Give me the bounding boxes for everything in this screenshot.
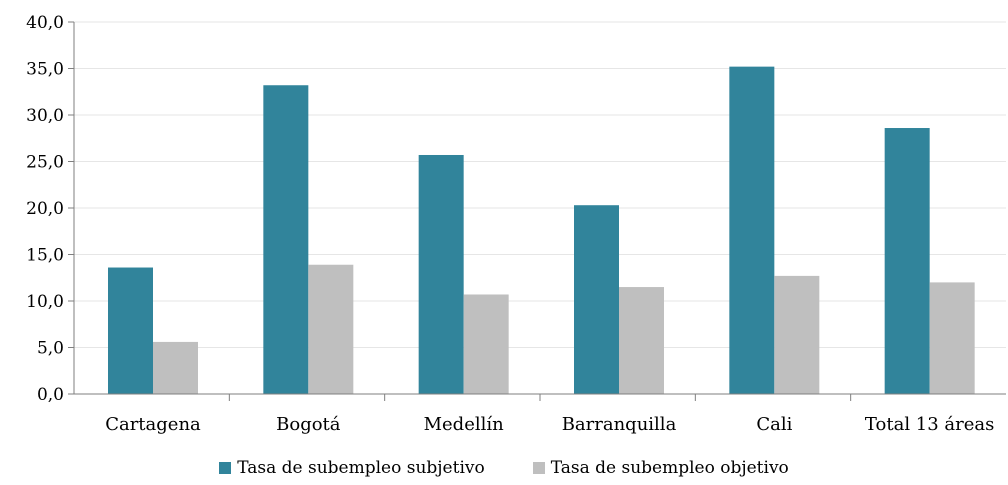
bar-subjetivo-1 (263, 85, 309, 395)
legend-label-objetivo: Tasa de subempleo objetivo (550, 458, 789, 478)
x-category-label: Cali (756, 414, 792, 435)
bar-objetivo-4 (774, 275, 820, 394)
bar-objetivo-3 (619, 287, 664, 394)
bar-objetivo-1 (308, 264, 354, 394)
legend: Tasa de subempleo subjetivo Tasa de sube… (0, 458, 1008, 478)
y-axis-ticks: 0,0 5,0 10,0 15,0 20,0 25,0 30,0 35,0 40,0 (26, 13, 75, 405)
y-tick-label: 10,0 (26, 292, 64, 312)
bar-objetivo-0 (153, 341, 198, 394)
y-tick-label: 0,0 (37, 385, 64, 405)
x-category-label: Bogotá (276, 414, 341, 435)
y-tick-label: 5,0 (37, 339, 64, 359)
y-tick-label: 30,0 (26, 106, 64, 126)
bar-subjetivo-3 (574, 205, 619, 394)
bar-objetivo-5 (929, 282, 975, 394)
y-tick-label: 20,0 (26, 199, 64, 219)
x-category-label: Cartagena (105, 414, 201, 435)
x-category-label: Barranquilla (562, 414, 677, 435)
legend-swatch-subjetivo (219, 462, 232, 474)
bar-subjetivo-5 (884, 128, 930, 394)
bar-subjetivo-0 (108, 267, 153, 394)
x-axis: Cartagena Bogotá Medellín Barranquilla Cali T… (74, 393, 1006, 435)
gridlines (74, 21, 1006, 348)
y-tick-label: 35,0 (26, 60, 64, 80)
bar-objetivo-2 (463, 294, 509, 394)
y-tick-label: 40,0 (26, 13, 64, 33)
bar-chart: 0,0 5,0 10,0 15,0 20,0 25,0 30,0 35,0 40,0 Carta… (26, 13, 1006, 435)
x-category-label: Total 13 áreas (865, 414, 994, 435)
y-tick-label: 15,0 (26, 246, 64, 266)
bars (108, 66, 975, 395)
legend-item-objetivo: Tasa de subempleo objetivo (532, 458, 789, 478)
legend-label-subjetivo: Tasa de subempleo subjetivo (237, 458, 485, 478)
legend-swatch-objetivo (532, 462, 545, 474)
x-category-label: Medellín (424, 414, 505, 435)
legend-item-subjetivo: Tasa de subempleo subjetivo (219, 458, 485, 478)
bar-subjetivo-4 (729, 66, 775, 394)
y-tick-label: 25,0 (26, 153, 64, 173)
bar-subjetivo-2 (418, 154, 464, 394)
